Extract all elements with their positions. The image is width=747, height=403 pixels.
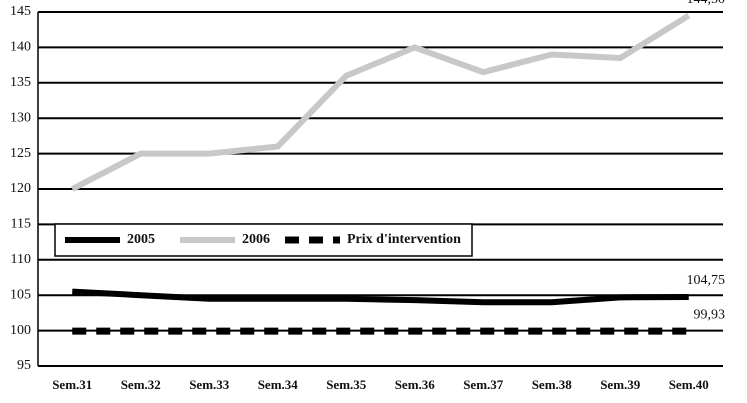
legend-box bbox=[54, 223, 473, 257]
y-tick-label: 100 bbox=[10, 323, 31, 338]
y-tick-label: 135 bbox=[10, 75, 31, 90]
y-tick-label: 145 bbox=[10, 4, 31, 19]
x-tick-label: Sem.33 bbox=[189, 377, 230, 392]
x-tick-label: Sem.32 bbox=[121, 377, 161, 392]
y-tick-label: 125 bbox=[10, 146, 31, 161]
legend-label: 2006 bbox=[242, 232, 270, 247]
value-label: 99,93 bbox=[694, 307, 726, 322]
series-line bbox=[72, 288, 689, 306]
value-label: 104,75 bbox=[687, 273, 726, 288]
legend: 2005 2006 Prix d'intervention bbox=[54, 223, 473, 257]
x-tick-label: Sem.34 bbox=[258, 377, 299, 392]
x-tick-label: Sem.31 bbox=[52, 377, 92, 392]
series-line bbox=[70, 12, 691, 192]
y-tick-label: 110 bbox=[11, 252, 31, 267]
y-tick-label: 115 bbox=[11, 217, 31, 232]
legend-label: Prix d'intervention bbox=[347, 232, 461, 247]
value-label: 144,50 bbox=[687, 0, 726, 7]
x-tick-label: Sem.37 bbox=[463, 377, 504, 392]
y-tick-label: 130 bbox=[10, 110, 31, 125]
y-tick-label: 140 bbox=[10, 40, 31, 55]
x-tick-label: Sem.35 bbox=[326, 377, 367, 392]
y-tick-label: 95 bbox=[17, 358, 31, 373]
x-tick-label: Sem.39 bbox=[600, 377, 641, 392]
legend-label: 2005 bbox=[127, 232, 155, 247]
x-tick-label: Sem.40 bbox=[669, 377, 709, 392]
y-tick-label: 105 bbox=[10, 287, 31, 302]
x-tick-label: Sem.38 bbox=[532, 377, 573, 392]
y-tick-label: 120 bbox=[10, 181, 31, 196]
x-tick-label: Sem.36 bbox=[395, 377, 436, 392]
